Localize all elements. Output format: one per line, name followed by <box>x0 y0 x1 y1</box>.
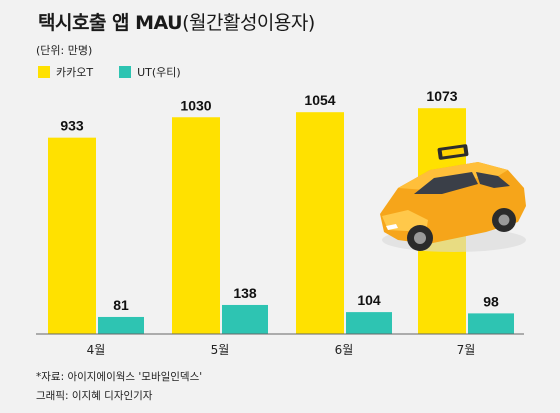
bar-ut-2 <box>222 304 268 334</box>
category-label-1: 4월 <box>87 343 106 357</box>
bars-group: 933 81 1030 138 1054 104 1073 98 <box>48 88 514 335</box>
legend-label-ut: UT(우티) <box>137 66 181 79</box>
legend: 카카오T UT(우티) <box>38 64 207 80</box>
value-label-ut-3: 104 <box>357 292 381 308</box>
legend-item-kakao: 카카오T <box>38 64 93 80</box>
value-label-kakao-1: 933 <box>60 118 84 134</box>
bar-ut-3 <box>346 312 392 334</box>
value-label-ut-4: 98 <box>483 293 499 309</box>
legend-label-kakao: 카카오T <box>56 66 94 79</box>
value-label-kakao-2: 1030 <box>180 97 211 113</box>
value-label-kakao-3: 1054 <box>304 92 335 108</box>
title-light: (월간활성이용자) <box>182 12 315 34</box>
bar-ut-1 <box>98 316 144 334</box>
category-labels: 4월 5월 6월 7월 <box>87 343 476 357</box>
taxi-illustration-icon <box>380 144 526 252</box>
graphic-credit: 그래픽: 이지혜 디자인기자 <box>36 390 153 402</box>
unit-label: (단위: 만명) <box>36 44 93 57</box>
bar-kakao-2 <box>172 117 220 335</box>
bar-kakao-3 <box>296 112 344 334</box>
value-label-ut-2: 138 <box>233 285 257 301</box>
value-label-kakao-4: 1073 <box>426 88 457 104</box>
bar-ut-4 <box>468 313 514 334</box>
title-bold: 택시호출 앱 MAU <box>38 12 183 34</box>
category-label-4: 7월 <box>457 343 476 357</box>
legend-item-ut: UT(우티) <box>119 64 181 80</box>
value-label-ut-1: 81 <box>113 297 129 313</box>
category-label-2: 5월 <box>211 343 230 357</box>
bar-kakao-1 <box>48 137 96 334</box>
legend-swatch-kakao <box>38 66 50 78</box>
source-note: *자료: 아이지에이웍스 '모바일인덱스' <box>36 371 203 383</box>
legend-swatch-ut <box>119 66 132 78</box>
chart-title: 택시호출 앱 MAU(월간활성이용자) <box>38 8 315 35</box>
category-label-3: 6월 <box>335 343 354 357</box>
